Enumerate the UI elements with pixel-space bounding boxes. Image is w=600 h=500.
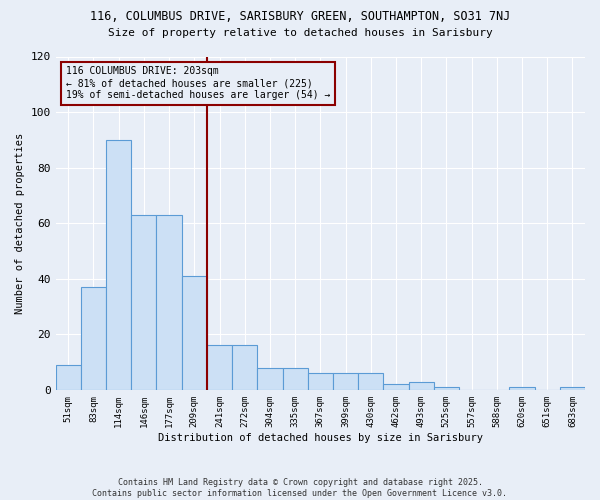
Bar xyxy=(207,346,232,390)
Bar xyxy=(333,373,358,390)
Bar xyxy=(560,387,585,390)
Bar xyxy=(157,215,182,390)
Bar xyxy=(358,373,383,390)
Text: 116 COLUMBUS DRIVE: 203sqm
← 81% of detached houses are smaller (225)
19% of sem: 116 COLUMBUS DRIVE: 203sqm ← 81% of deta… xyxy=(66,66,331,100)
Bar xyxy=(383,384,409,390)
Y-axis label: Number of detached properties: Number of detached properties xyxy=(15,132,25,314)
Text: Contains HM Land Registry data © Crown copyright and database right 2025.
Contai: Contains HM Land Registry data © Crown c… xyxy=(92,478,508,498)
Bar xyxy=(106,140,131,390)
Text: 116, COLUMBUS DRIVE, SARISBURY GREEN, SOUTHAMPTON, SO31 7NJ: 116, COLUMBUS DRIVE, SARISBURY GREEN, SO… xyxy=(90,10,510,23)
Bar xyxy=(308,373,333,390)
Bar xyxy=(131,215,157,390)
Bar xyxy=(509,387,535,390)
Bar xyxy=(56,365,81,390)
Bar xyxy=(409,382,434,390)
Bar xyxy=(257,368,283,390)
X-axis label: Distribution of detached houses by size in Sarisbury: Distribution of detached houses by size … xyxy=(158,432,483,442)
Bar xyxy=(182,276,207,390)
Bar xyxy=(434,387,459,390)
Bar xyxy=(232,346,257,390)
Bar xyxy=(283,368,308,390)
Bar xyxy=(81,287,106,390)
Text: Size of property relative to detached houses in Sarisbury: Size of property relative to detached ho… xyxy=(107,28,493,38)
